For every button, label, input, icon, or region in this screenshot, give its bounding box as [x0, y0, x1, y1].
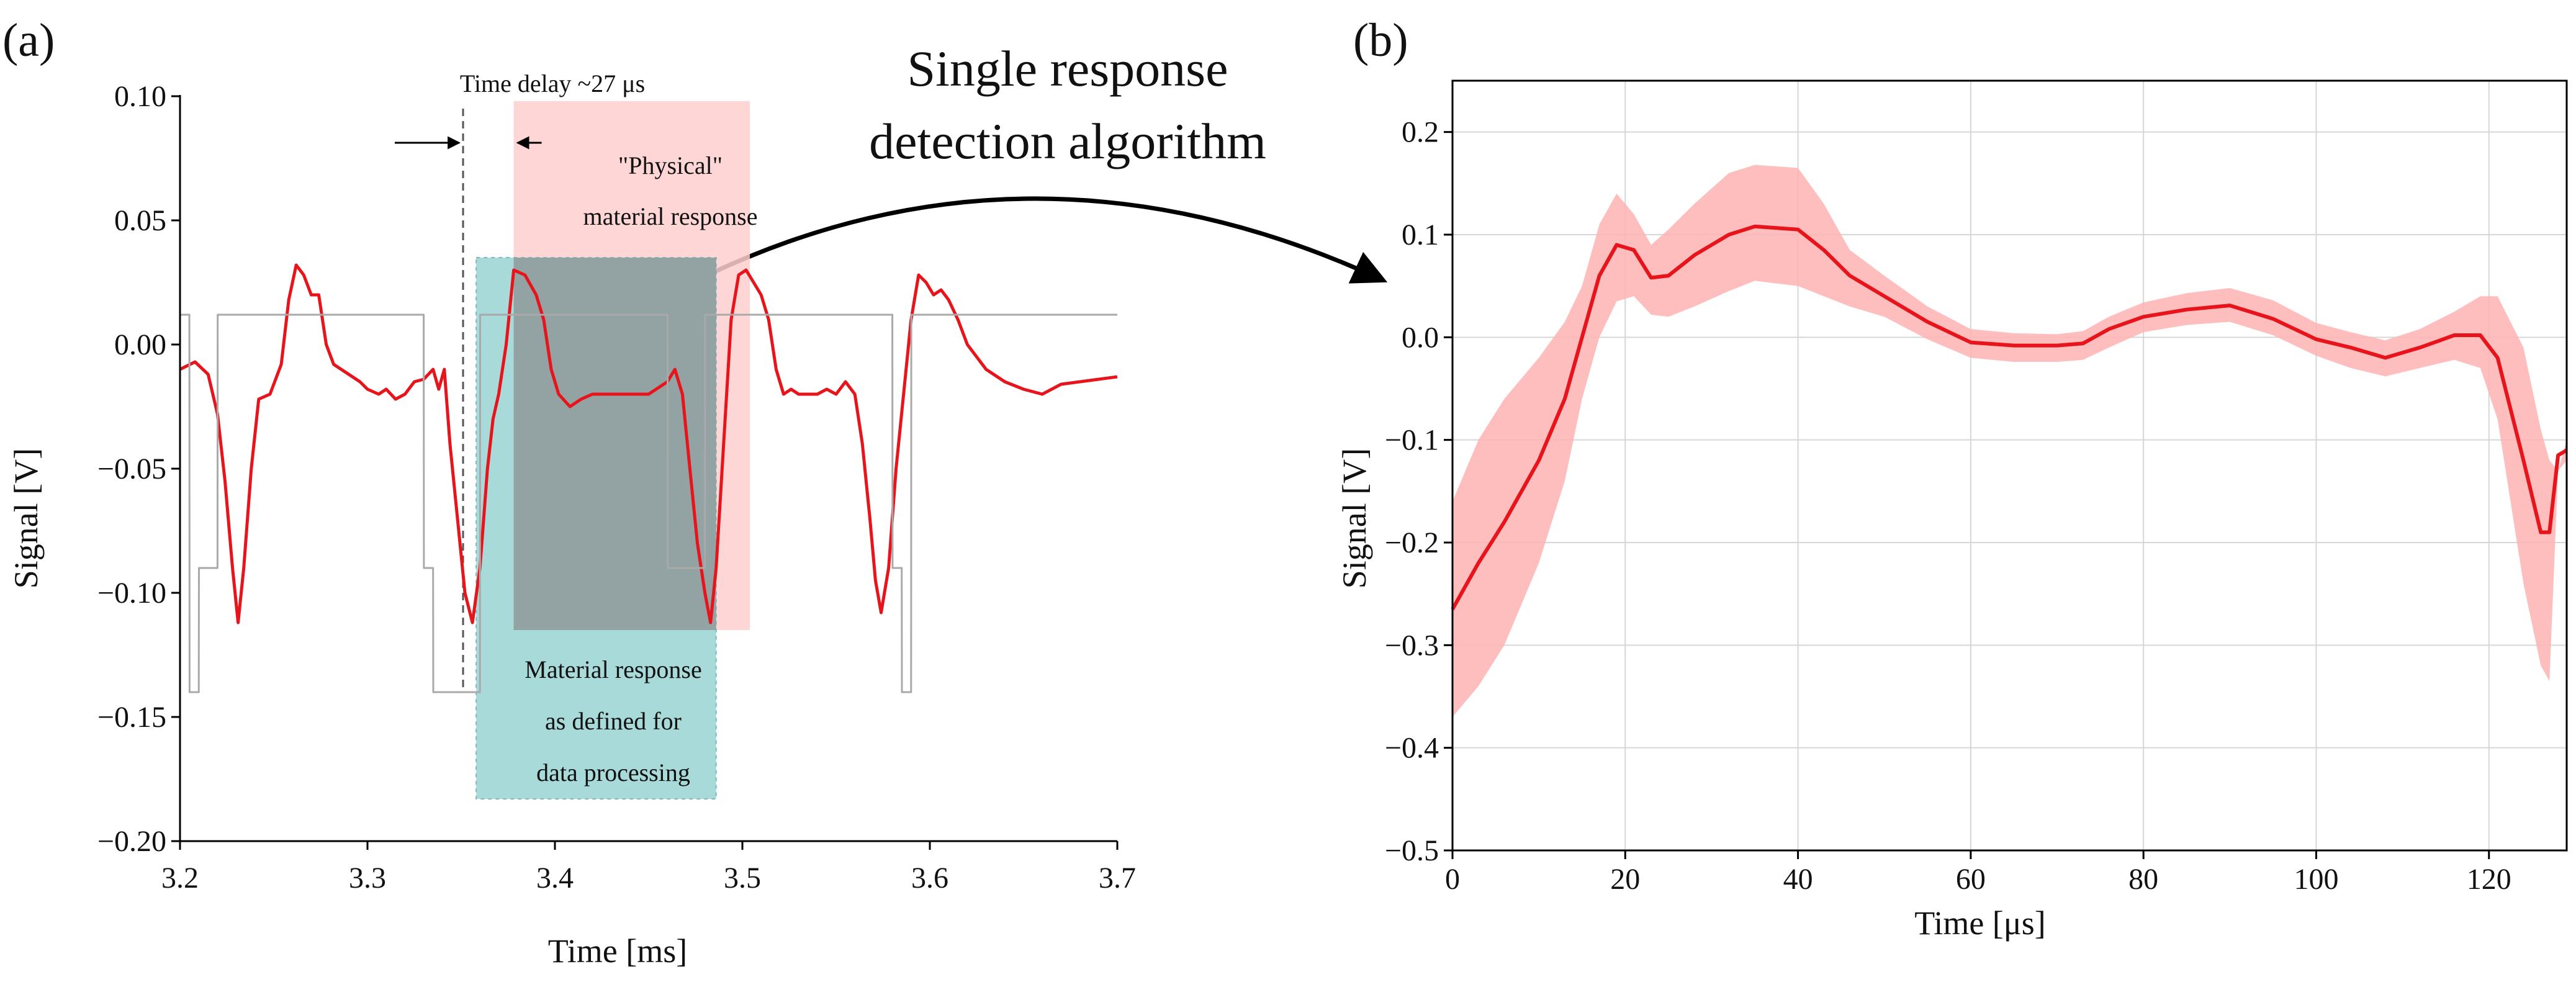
processing-region-label-2: as defined for: [545, 707, 682, 735]
series-trigger-signal: [180, 313, 1117, 693]
chart-b-ytick-label: −0.1: [1385, 424, 1439, 457]
panel-label-a: (a): [2, 14, 55, 66]
chart-b-ytick-label: −0.4: [1385, 732, 1439, 765]
processing-region-label-1: Material response: [525, 656, 701, 683]
time-delay-label: Time delay ~27 μs: [460, 70, 645, 97]
chart-a-ylabel: Signal [V]: [7, 448, 45, 588]
chart-a-ytick-label: 0.05: [114, 204, 166, 237]
algorithm-label-line1: Single response: [907, 40, 1228, 97]
chart-a-ytick-label: −0.10: [97, 577, 166, 610]
chart-a-xtick-label: 3.7: [1099, 862, 1136, 895]
chart-a-ytick-label: −0.05: [97, 453, 166, 485]
chart-b-xtick-label: 40: [1783, 863, 1813, 896]
processing-region-label-3: data processing: [536, 759, 690, 786]
physical-region-label-1: "Physical": [618, 151, 723, 179]
chart-b-frame: [1451, 79, 2568, 852]
chart-a-ytick-label: −0.20: [97, 825, 166, 858]
series-material-signal: [179, 263, 1118, 624]
chart-b-xtick-label: 100: [2294, 863, 2338, 896]
chart-b: 0 20 40 60 80 100 120 −0.5 −0.4 −0.3 −0.2 −0.1 0.0 0.…: [1336, 79, 2568, 942]
series-mean-response: [1451, 224, 2568, 610]
algorithm-label-line2: detection algorithm: [869, 113, 1266, 169]
chart-b-xlabel: Time [μs]: [1914, 904, 2046, 942]
chart-a-ytick-label: −0.15: [97, 701, 166, 734]
chart-b-ytick-label: −0.5: [1385, 834, 1439, 867]
chart-b-ytick-label: 0.0: [1402, 321, 1439, 354]
chart-b-ytick-label: 0.1: [1402, 219, 1439, 251]
chart-b-xtick-label: 60: [1956, 863, 1986, 896]
physical-region-label-2: material response: [583, 202, 758, 230]
chart-b-xtick-label: 0: [1445, 863, 1460, 896]
algorithm-arrow: [685, 196, 1388, 288]
region-overlap: [513, 258, 716, 630]
chart-a-xtick-label: 3.6: [911, 862, 948, 895]
chart-b-ytick-label: 0.2: [1402, 116, 1439, 149]
chart-b-ylabel: Signal [V]: [1336, 448, 1373, 588]
chart-b-xtick-label: 80: [2128, 863, 2158, 896]
chart-a-ytick-label: 0.10: [114, 80, 166, 113]
chart-b-xtick-label: 120: [2467, 863, 2511, 896]
chart-a-xtick-label: 3.4: [536, 862, 574, 895]
panel-label-b: (b): [1353, 14, 1408, 66]
chart-a-xlabel: Time [ms]: [548, 932, 688, 970]
chart-b-ytick-label: −0.2: [1385, 526, 1439, 559]
chart-b-ytick-label: −0.3: [1385, 629, 1439, 662]
chart-a-ytick-label: 0.00: [114, 328, 166, 361]
chart-a: 3.2 3.3 3.4 3.5 3.6 3.7 −0.20 −0.15 −0.10 −0.05 0.…: [7, 70, 1136, 970]
chart-b-xtick-label: 20: [1610, 863, 1640, 896]
chart-a-xtick-label: 3.3: [349, 862, 386, 895]
chart-a-xtick-label: 3.5: [724, 862, 761, 895]
chart-a-xtick-label: 3.2: [161, 862, 199, 895]
